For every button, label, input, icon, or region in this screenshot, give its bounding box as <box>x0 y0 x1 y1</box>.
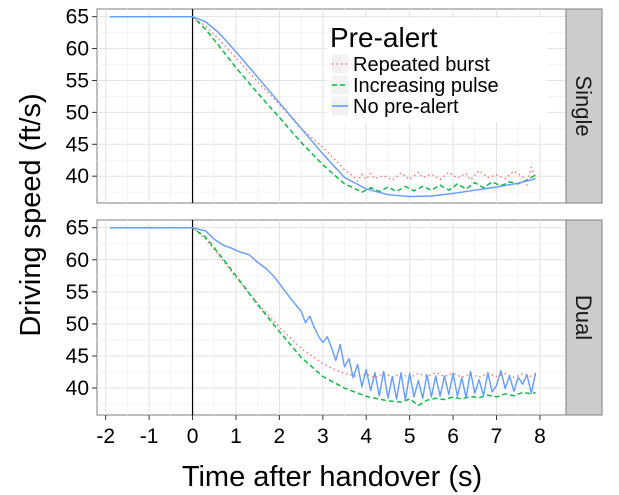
series-line-repeated-burst <box>110 16 537 186</box>
y-tick-label: 60 <box>66 38 89 61</box>
x-tick-label: -2 <box>96 425 115 448</box>
x-tick-label: 5 <box>404 425 416 448</box>
strip-background <box>565 219 603 416</box>
y-tick-label: 50 <box>66 313 89 336</box>
legend-key-background <box>330 53 350 75</box>
x-tick-label: 7 <box>491 425 503 448</box>
y-axis-title: Driving speed (ft/s) <box>15 93 47 336</box>
x-tick-label: 6 <box>447 425 459 448</box>
panel-dual: 40 45 50 55 60 65 Dual <box>66 217 603 416</box>
y-tick-label: 65 <box>66 6 89 29</box>
series-line-increasing-pulse <box>110 227 536 407</box>
legend-label: Increasing pulse <box>353 75 499 97</box>
legend-key <box>330 95 350 117</box>
legend-label: No pre-alert <box>353 96 459 118</box>
y-tick-label: 55 <box>66 281 89 304</box>
panel-background <box>96 219 567 416</box>
strip-label: Dual <box>571 295 596 340</box>
x-tick-label: 8 <box>534 425 546 448</box>
y-tick-label: 40 <box>66 377 89 400</box>
legend-label: Repeated burst <box>353 54 490 76</box>
y-tick-label: 50 <box>66 101 89 124</box>
x-tick-label: 0 <box>187 425 199 448</box>
x-tick-label: -1 <box>140 425 159 448</box>
x-axis: -2 -1 0 1 2 3 4 5 6 7 8 <box>96 415 546 448</box>
y-tick-label: 45 <box>66 133 89 156</box>
legend-key <box>330 74 350 96</box>
x-tick-label: 1 <box>230 425 242 448</box>
y-tick-label: 55 <box>66 69 89 92</box>
legend-title: Pre-alert <box>330 22 438 53</box>
x-axis-title: Time after handover (s) <box>182 461 482 493</box>
y-tick-label: 40 <box>66 165 89 188</box>
y-tick-label: 45 <box>66 345 89 368</box>
series-line-no-pre-alert <box>110 16 536 198</box>
y-tick-label: 60 <box>66 249 89 272</box>
strip-background <box>565 8 603 204</box>
legend-key <box>330 53 350 75</box>
y-tick-label: 65 <box>66 217 89 240</box>
x-tick-label: 3 <box>317 425 329 448</box>
series-line-increasing-pulse <box>110 16 536 193</box>
x-tick-label: 4 <box>360 425 372 448</box>
strip-label: Single <box>571 75 596 136</box>
legend-background <box>327 18 547 122</box>
x-tick-label: 2 <box>274 425 286 448</box>
series-line-no-pre-alert <box>110 227 537 401</box>
